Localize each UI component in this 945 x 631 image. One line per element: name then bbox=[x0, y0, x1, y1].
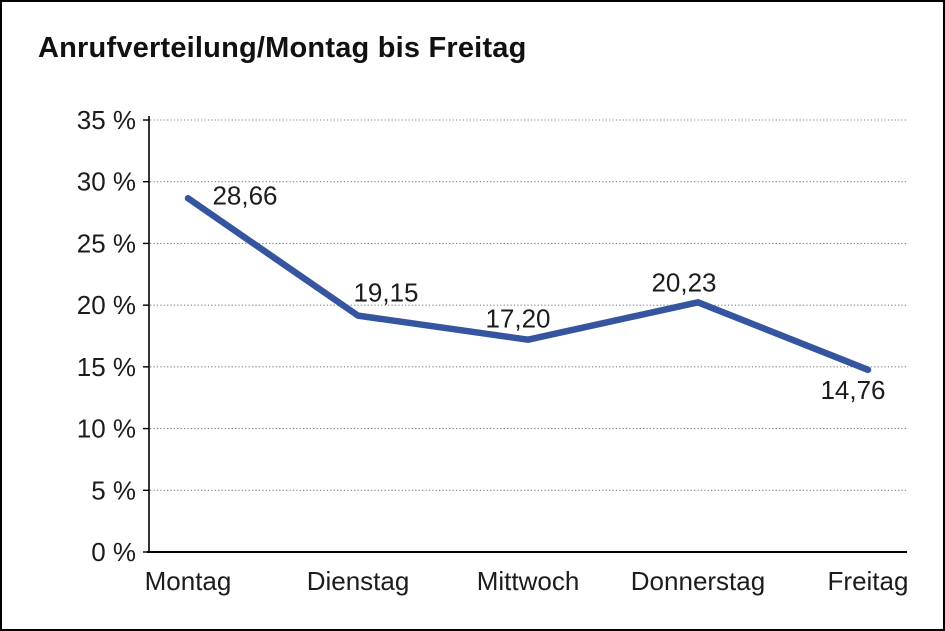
y-tick-label: 25 % bbox=[77, 228, 136, 258]
x-tick-label: Freitag bbox=[828, 566, 909, 596]
y-tick-label: 20 % bbox=[77, 290, 136, 320]
chart-title: Anrufverteilung/Montag bis Freitag bbox=[38, 32, 527, 64]
data-label: 20,23 bbox=[651, 267, 716, 297]
y-tick-label: 5 % bbox=[91, 475, 136, 505]
x-tick-label: Dienstag bbox=[307, 566, 410, 596]
y-tick-label: 10 % bbox=[77, 414, 136, 444]
x-tick-label: Donnerstag bbox=[631, 566, 765, 596]
data-label: 19,15 bbox=[353, 278, 418, 308]
y-tick-label: 30 % bbox=[77, 167, 136, 197]
data-line bbox=[184, 195, 872, 374]
x-tick-label: Montag bbox=[145, 566, 232, 596]
y-tick-label: 35 % bbox=[77, 105, 136, 135]
y-tick-label: 0 % bbox=[91, 537, 136, 567]
data-label: 17,20 bbox=[485, 304, 550, 334]
data-label: 28,66 bbox=[212, 180, 277, 210]
x-tick-label: Mittwoch bbox=[477, 566, 580, 596]
data-label: 14,76 bbox=[820, 375, 885, 405]
y-tick-label: 15 % bbox=[77, 352, 136, 382]
